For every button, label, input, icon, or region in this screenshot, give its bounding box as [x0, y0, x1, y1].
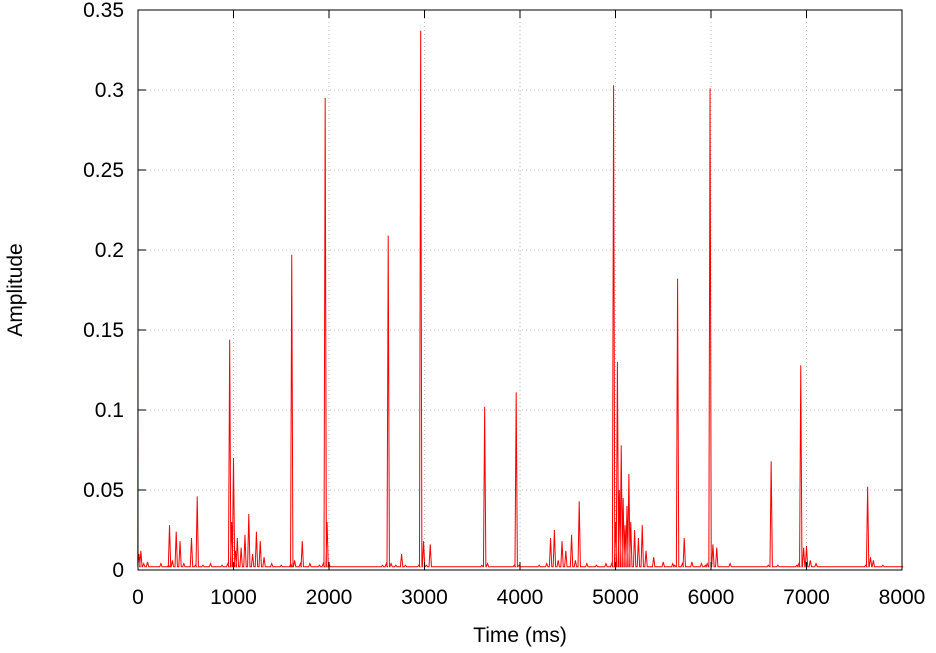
y-tick-label: 0.25 [83, 159, 124, 182]
x-axis-title: Time (ms) [473, 624, 567, 647]
y-tick-label: 0.05 [83, 479, 124, 502]
x-tick-label: 6000 [688, 586, 735, 609]
x-tick-label: 2000 [306, 586, 353, 609]
x-tick-label: 7000 [783, 586, 830, 609]
y-axis-tick-labels: 0 0.05 0.1 0.15 0.2 0.25 0.3 0.35 [83, 0, 124, 582]
x-axis-tick-labels: 0 1000 2000 3000 4000 5000 6000 7000 8000 [132, 586, 925, 609]
series-layer [137, 30, 904, 568]
y-tick-label: 0 [112, 559, 124, 582]
x-tick-label: 4000 [497, 586, 544, 609]
series-line-0 [137, 30, 904, 568]
y-tick-label: 0.3 [95, 79, 124, 102]
y-axis-title: Amplitude [4, 243, 27, 336]
y-tick-label: 0.2 [95, 239, 124, 262]
x-tick-label: 0 [132, 586, 144, 609]
grid-lines [138, 10, 902, 570]
x-tick-label: 3000 [401, 586, 448, 609]
y-tick-label: 0.15 [83, 319, 124, 342]
y-tick-label: 0.1 [95, 399, 124, 422]
x-tick-label: 8000 [879, 586, 926, 609]
x-tick-label: 1000 [210, 586, 257, 609]
tick-marks [137, 9, 903, 571]
x-tick-label: 5000 [592, 586, 639, 609]
y-tick-label: 0.35 [83, 0, 124, 22]
